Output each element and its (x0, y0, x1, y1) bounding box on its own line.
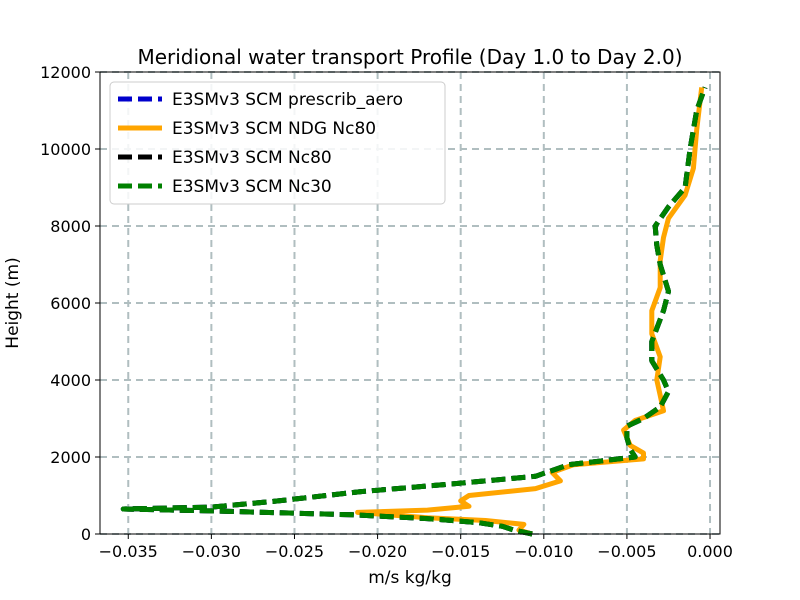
x-tick-label: −0.020 (348, 542, 407, 561)
x-axis: −0.035 −0.030 −0.025 −0.020 −0.015 −0.010 −0.0… (99, 534, 733, 561)
x-axis-label: m/s kg/kg (368, 568, 452, 588)
series-line-2 (355, 87, 705, 537)
y-tick-label: 0 (81, 525, 91, 544)
x-tick-label: −0.010 (514, 542, 573, 561)
y-tick-label: 2000 (50, 448, 91, 467)
x-tick-label: −0.035 (99, 542, 158, 561)
chart-title: Meridional water transport Profile (Day … (137, 45, 682, 69)
x-tick-label: 0.000 (687, 542, 733, 561)
y-axis-label: Height (m) (3, 257, 23, 348)
y-tick-label: 10000 (40, 140, 91, 159)
y-tick-label: 6000 (50, 294, 91, 313)
legend-label-2: E3SMv3 SCM NDG Nc80 (172, 119, 376, 139)
series-layer (120, 86, 708, 537)
legend: E3SMv3 SCM prescrib_aero E3SMv3 SCM NDG N… (109, 81, 446, 205)
legend-label-3: E3SMv3 SCM Nc80 (172, 148, 332, 168)
legend-label-4: E3SMv3 SCM Nc30 (172, 177, 332, 197)
x-tick-label: −0.015 (431, 542, 490, 561)
legend-label-1: E3SMv3 SCM prescrib_aero (172, 90, 403, 110)
x-tick-label: −0.025 (265, 542, 324, 561)
x-tick-label: −0.005 (597, 542, 656, 561)
series-line-4 (120, 86, 708, 537)
x-tick-label: −0.030 (182, 542, 241, 561)
y-axis: 0 2000 4000 6000 8000 10000 12000 (40, 63, 100, 544)
y-tick-label: 8000 (50, 217, 91, 236)
legend-box (109, 81, 446, 205)
y-tick-label: 4000 (50, 371, 91, 390)
y-tick-label: 12000 (40, 63, 91, 82)
